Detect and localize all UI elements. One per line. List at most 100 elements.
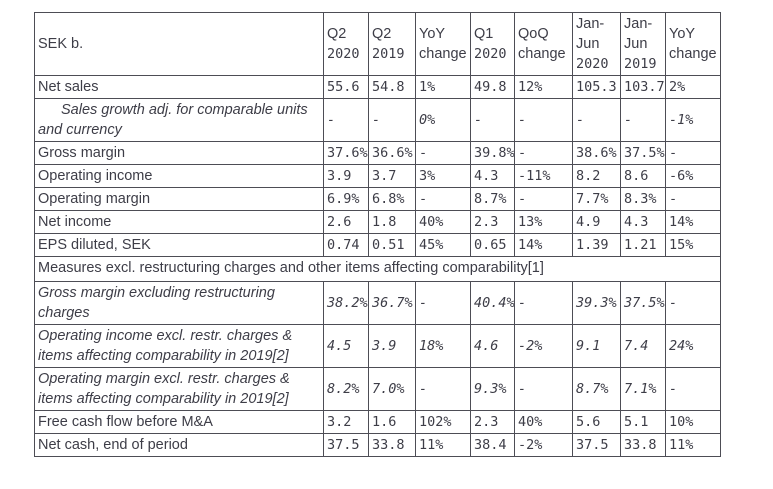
row-label: Operating income xyxy=(34,164,324,188)
column-header-q2-2019: Q2 2019 xyxy=(368,12,416,76)
value-cell: 0.51 xyxy=(368,233,416,257)
value-cell: 14% xyxy=(665,210,721,234)
value-cell: 5.1 xyxy=(620,410,666,434)
table-row: Net income 2.6 1.8 40% 2.3 13% 4.9 4.3 14% xyxy=(34,210,721,234)
table-body: Net sales 55.6 54.8 1% 49.8 12% 105.3 103.7 2% Sa… xyxy=(34,75,721,457)
value-cell: - xyxy=(514,187,573,211)
value-cell: 103.7 xyxy=(620,75,666,99)
table-row: Sales growth adj. for comparable units a… xyxy=(34,98,721,142)
row-label: Sales growth adj. for comparable units a… xyxy=(34,98,324,142)
value-cell: -2% xyxy=(514,433,573,457)
value-cell: 1% xyxy=(415,75,471,99)
value-cell: 8.6 xyxy=(620,164,666,188)
row-label: Free cash flow before M&A xyxy=(34,410,324,434)
value-cell: 38.2% xyxy=(323,281,369,325)
value-cell: 39.3% xyxy=(572,281,621,325)
value-cell: 14% xyxy=(514,233,573,257)
table-row: Operating margin 6.9% 6.8% -8.7% -7.7% 8.3% - xyxy=(34,187,721,211)
section-header: Measures excl. restructuring charges and… xyxy=(34,256,721,282)
row-label: Net income xyxy=(34,210,324,234)
value-cell: 12% xyxy=(514,75,573,99)
value-cell: 1.8 xyxy=(368,210,416,234)
table-row: Operating income 3.9 3.7 3% 4.3 -11% 8.2 8.6 -6% xyxy=(34,164,721,188)
value-cell: 8.2 xyxy=(572,164,621,188)
value-cell: 38.4 xyxy=(470,433,515,457)
column-header-q2-2020: Q2 2020 xyxy=(323,12,369,76)
value-cell: - xyxy=(514,98,573,142)
value-cell: 2% xyxy=(665,75,721,99)
value-cell: 0% xyxy=(415,98,471,142)
value-cell: 7.4 xyxy=(620,324,666,368)
row-label: Operating margin xyxy=(34,187,324,211)
column-header-yoy-change: YoY change xyxy=(415,12,471,76)
table-row: Gross margin 37.6% 36.6% -39.8% -38.6% 37.5% - xyxy=(34,141,721,165)
column-header-q1-2020: Q1 2020 xyxy=(470,12,515,76)
value-cell: - xyxy=(514,141,573,165)
value-cell: 102% xyxy=(415,410,471,434)
table-row: Operating income excl. restr. charges & … xyxy=(34,324,721,368)
value-cell: - xyxy=(470,98,515,142)
value-cell: - xyxy=(572,98,621,142)
value-cell: 37.5% xyxy=(620,141,666,165)
value-cell: 54.8 xyxy=(368,75,416,99)
value-cell: 40% xyxy=(514,410,573,434)
value-cell: 4.3 xyxy=(620,210,666,234)
value-cell: 5.6 xyxy=(572,410,621,434)
value-cell: -1% xyxy=(665,98,721,142)
value-cell: 1.39 xyxy=(572,233,621,257)
table-row: Free cash flow before M&A 3.2 1.6 102% 2.3 40… xyxy=(34,410,721,434)
column-header-metric: SEK b. xyxy=(34,12,324,76)
value-cell: 55.6 xyxy=(323,75,369,99)
value-cell: 33.8 xyxy=(368,433,416,457)
value-cell: 37.5 xyxy=(572,433,621,457)
column-header-qoq-change: QoQ change xyxy=(514,12,573,76)
value-cell: 2.3 xyxy=(470,210,515,234)
row-label: Net sales xyxy=(34,75,324,99)
value-cell: 10% xyxy=(665,410,721,434)
value-cell: 38.6% xyxy=(572,141,621,165)
column-header-yoy-change-h1: YoY change xyxy=(665,12,721,76)
value-cell: -6% xyxy=(665,164,721,188)
header-row: SEK b. Q2 2020 Q2 2019 YoY change Q1 2020 QoQ… xyxy=(34,12,721,76)
value-cell: 33.8 xyxy=(620,433,666,457)
value-cell: 37.5% xyxy=(620,281,666,325)
value-cell: 7.7% xyxy=(572,187,621,211)
row-label: Net cash, end of period xyxy=(34,433,324,457)
value-cell: 11% xyxy=(415,433,471,457)
value-cell: 8.2% xyxy=(323,367,369,411)
value-cell: 49.8 xyxy=(470,75,515,99)
value-cell: - xyxy=(415,281,471,325)
value-cell: 8.7% xyxy=(470,187,515,211)
row-label: Operating income excl. restr. charges & … xyxy=(34,324,324,368)
value-cell: - xyxy=(323,98,369,142)
row-label: Operating margin excl. restr. charges & … xyxy=(34,367,324,411)
financial-results-table: SEK b. Q2 2020 Q2 2019 YoY change Q1 2020 QoQ… xyxy=(34,12,721,457)
table-row: Net sales 55.6 54.8 1% 49.8 12% 105.3 103.7 2% xyxy=(34,75,721,99)
column-header-jan-jun-2020: Jan-Jun 2020 xyxy=(572,12,621,76)
table-row: Gross margin excluding restructuring cha… xyxy=(34,281,721,325)
value-cell: - xyxy=(415,141,471,165)
value-cell: 18% xyxy=(415,324,471,368)
value-cell: 39.8% xyxy=(470,141,515,165)
value-cell: 6.9% xyxy=(323,187,369,211)
value-cell: 15% xyxy=(665,233,721,257)
value-cell: 8.3% xyxy=(620,187,666,211)
value-cell: 3.9 xyxy=(323,164,369,188)
value-cell: 24% xyxy=(665,324,721,368)
value-cell: 13% xyxy=(514,210,573,234)
value-cell: 36.6% xyxy=(368,141,416,165)
value-cell: 1.21 xyxy=(620,233,666,257)
value-cell: 45% xyxy=(415,233,471,257)
value-cell: 3.7 xyxy=(368,164,416,188)
value-cell: 4.9 xyxy=(572,210,621,234)
value-cell: 3.9 xyxy=(368,324,416,368)
value-cell: 37.6% xyxy=(323,141,369,165)
value-cell: 9.3% xyxy=(470,367,515,411)
value-cell: - xyxy=(665,281,721,325)
table-row: Operating margin excl. restr. charges & … xyxy=(34,367,721,411)
row-label: Gross margin excluding restructuring cha… xyxy=(34,281,324,325)
value-cell: 3.2 xyxy=(323,410,369,434)
table-row: Net cash, end of period 37.5 33.8 11% 38.4 -2… xyxy=(34,433,721,457)
value-cell: -2% xyxy=(514,324,573,368)
value-cell: - xyxy=(368,98,416,142)
